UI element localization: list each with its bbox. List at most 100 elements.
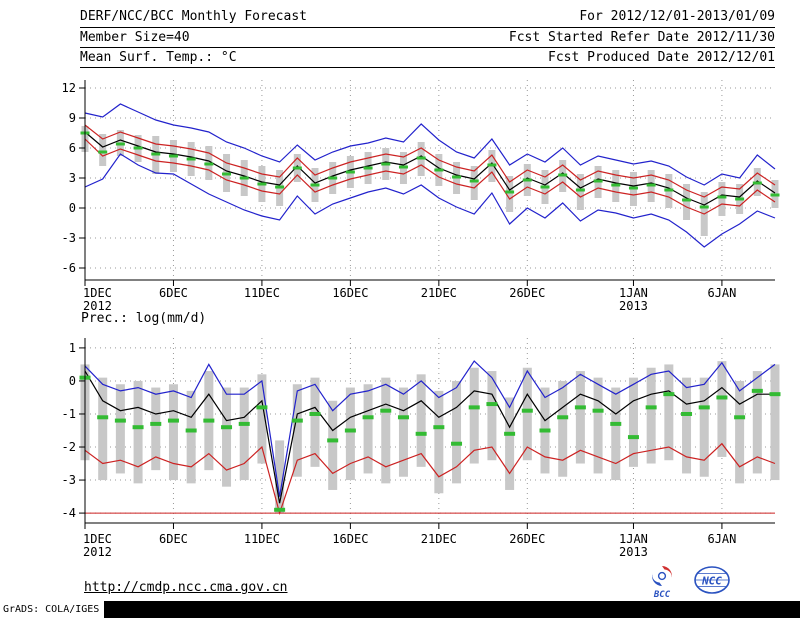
ensemble-mean-line — [84, 131, 776, 206]
bcc-logo-blue-swirl — [652, 573, 662, 586]
ensemble-max-line — [84, 360, 776, 497]
x-tick-label: 11DEC — [244, 286, 280, 300]
ensemble-spread — [505, 397, 515, 490]
ensemble-spread — [99, 134, 107, 166]
ensemble-spread — [292, 384, 302, 477]
x-tick-label: 26DEC — [509, 286, 545, 300]
ensemble-spread — [628, 377, 638, 467]
y-tick-label: -3 — [62, 231, 76, 245]
x-tick-year-label: 2013 — [619, 299, 648, 313]
x-tick-label: 6DEC — [159, 286, 188, 300]
bcc-logo-red-swirl — [662, 566, 672, 579]
temp-variable-label: Mean Surf. Temp.: °C — [80, 50, 237, 65]
member-size-label: Member Size=40 — [80, 30, 190, 45]
ensemble-spread — [770, 364, 780, 481]
x-tick-label: 6JAN — [707, 532, 736, 546]
grads-credit: GrADS: COLA/IGES — [3, 604, 100, 615]
ensemble-spread — [98, 377, 108, 481]
y-tick-label: 0 — [69, 201, 76, 215]
x-tick-label: 16DEC — [332, 532, 368, 546]
y-tick-label: 1 — [69, 341, 76, 355]
ensemble-spread — [682, 377, 692, 474]
ensemble-spread — [452, 380, 462, 484]
ensemble-spread — [470, 166, 478, 200]
x-tick-label: 1DEC — [83, 286, 112, 300]
ensemble-spread — [222, 387, 232, 487]
ensemble-spread — [646, 367, 656, 464]
ensemble-spread — [275, 440, 285, 514]
x-tick-label: 21DEC — [421, 532, 457, 546]
ensemble-spread — [115, 384, 125, 474]
ensemble-spread — [168, 384, 178, 481]
x-tick-label: 6DEC — [159, 532, 188, 546]
y-tick-label: -3 — [62, 473, 76, 487]
ncc-logo-label: NCC — [701, 575, 722, 588]
ensemble-spread — [506, 176, 514, 212]
x-tick-label: 1JAN — [619, 286, 648, 300]
x-tick-year-label: 2012 — [83, 299, 112, 313]
cmdp-link[interactable]: http://cmdp.ncc.cma.gov.cn — [84, 580, 288, 595]
ensemble-spread — [593, 377, 603, 474]
x-tick-label: 21DEC — [421, 286, 457, 300]
ensemble-spread — [381, 377, 391, 484]
ensemble-spread — [575, 371, 585, 464]
ensemble-spread — [310, 377, 320, 467]
x-tick-year-label: 2012 — [83, 545, 112, 559]
ensemble-lower-line — [84, 442, 776, 516]
y-tick-label: 9 — [69, 111, 76, 125]
ensemble-spread — [257, 374, 267, 464]
ensemble-spread — [151, 387, 161, 471]
ncc-logo: NCC — [694, 566, 730, 594]
ensemble-spread — [718, 182, 726, 216]
ensemble-spread — [398, 387, 408, 477]
ensemble-spread — [363, 384, 373, 474]
bcc-logo: BCC — [652, 566, 672, 599]
x-tick-label: 11DEC — [244, 532, 280, 546]
x-tick-label: 16DEC — [332, 286, 368, 300]
y-tick-label: 6 — [69, 141, 76, 155]
ensemble-spread — [522, 367, 532, 461]
forecast-range-label: For 2012/12/01-2013/01/09 — [579, 9, 775, 24]
x-tick-label: 26DEC — [509, 532, 545, 546]
ensemble-spread — [133, 380, 143, 484]
ensemble-spread — [186, 390, 196, 484]
bottom-black-bar — [104, 601, 800, 618]
grads-credit-strip: GrADS: COLA/IGES — [0, 601, 800, 618]
ensemble-spread — [735, 380, 745, 484]
x-tick-label: 1JAN — [619, 532, 648, 546]
x-tick-label: 1DEC — [83, 532, 112, 546]
ensemble-spread — [469, 367, 479, 464]
y-tick-label: -1 — [62, 407, 76, 421]
y-tick-label: 0 — [69, 374, 76, 388]
ensemble-spread — [611, 387, 621, 481]
lower-quartile-line — [84, 138, 776, 215]
y-tick-label: -2 — [62, 440, 76, 454]
ensemble-spread — [345, 387, 355, 481]
ensemble-spread — [416, 374, 426, 467]
ensemble-spread — [717, 361, 727, 457]
ensemble-mean-line — [84, 370, 775, 504]
ensemble-spread — [328, 400, 338, 490]
ensemble-spread — [683, 184, 691, 220]
ncc-logo-latitudes — [695, 573, 729, 587]
y-tick-label: -4 — [62, 506, 76, 520]
y-tick-label: 12 — [62, 81, 76, 95]
y-tick-label: -6 — [62, 261, 76, 275]
fcst-produced-label: Fcst Produced Date 2012/12/01 — [548, 50, 775, 65]
ensemble-spread — [558, 380, 568, 477]
x-tick-year-label: 2013 — [619, 545, 648, 559]
bcc-logo-core — [657, 571, 667, 581]
ensemble-spread — [434, 390, 444, 494]
ensemble-spread — [752, 371, 762, 474]
ensemble-spread — [699, 377, 709, 477]
y-tick-label: 3 — [69, 171, 76, 185]
ensemble-spread — [576, 174, 584, 210]
ensemble-spread — [487, 371, 497, 461]
fcst-started-label: Fcst Started Refer Date 2012/11/30 — [508, 30, 775, 45]
ensemble-spread — [239, 387, 249, 481]
ensemble-spread — [664, 364, 674, 461]
header-divider — [80, 27, 775, 28]
